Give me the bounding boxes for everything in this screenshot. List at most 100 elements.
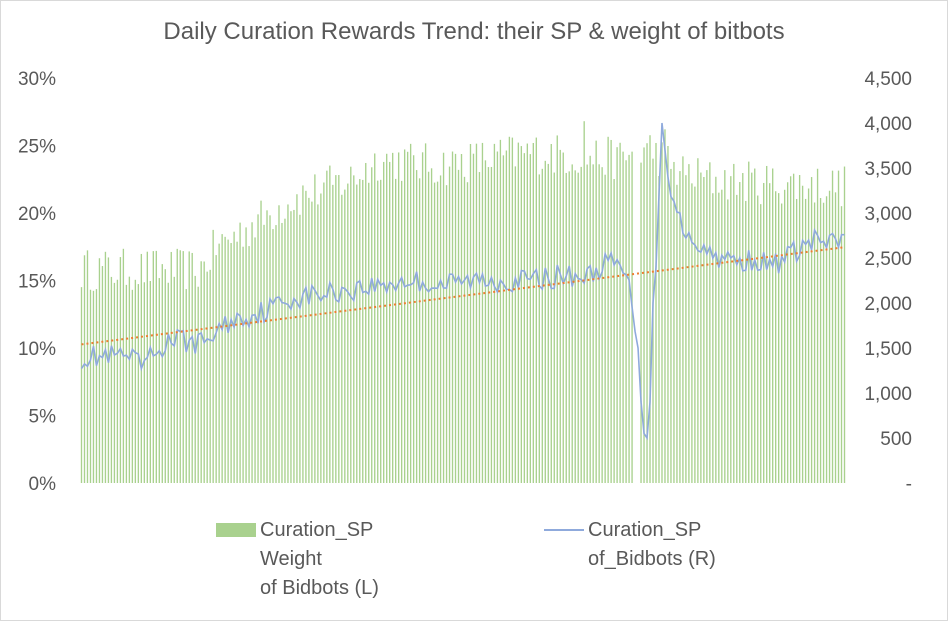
bar — [224, 236, 226, 483]
bar — [389, 161, 391, 483]
bar — [248, 246, 250, 483]
bar — [586, 164, 588, 484]
bar — [475, 143, 478, 483]
right-tick-label: 3,000 — [864, 204, 912, 225]
bar — [281, 222, 283, 483]
left-tick-label: 15% — [18, 272, 56, 293]
bar — [197, 286, 199, 483]
bar — [694, 186, 696, 483]
bar — [451, 151, 454, 483]
bar — [335, 175, 337, 483]
bar — [185, 289, 187, 483]
legend-label-line: Curation_SP of_Bidbots (R) — [588, 519, 716, 570]
bar — [170, 251, 172, 483]
bar — [760, 204, 762, 483]
bar — [415, 170, 418, 483]
bar — [505, 150, 508, 484]
bar — [152, 251, 154, 483]
bar — [478, 172, 481, 484]
bar — [538, 174, 540, 483]
bar — [427, 171, 430, 484]
bar — [795, 198, 798, 484]
bar — [583, 121, 585, 483]
bar — [383, 161, 385, 483]
bar — [164, 269, 166, 483]
bar — [236, 241, 238, 483]
bar — [571, 164, 573, 483]
bar — [206, 271, 208, 483]
bar — [466, 182, 469, 483]
bar — [287, 204, 289, 483]
bar — [843, 166, 846, 484]
bar — [418, 178, 421, 483]
bar — [430, 168, 433, 484]
bar — [403, 149, 406, 483]
bar — [598, 164, 600, 484]
bar — [203, 261, 205, 483]
left-tick-label: 10% — [18, 339, 56, 360]
bar — [718, 192, 720, 483]
bar — [257, 214, 259, 483]
bar — [550, 144, 552, 483]
bar-series — [80, 121, 846, 484]
bar — [679, 171, 681, 483]
bar — [499, 139, 502, 483]
bar — [365, 162, 367, 484]
bar — [392, 152, 394, 483]
bar — [155, 250, 157, 483]
bar — [131, 289, 134, 483]
bar — [442, 152, 445, 484]
bar — [520, 146, 523, 483]
bar — [792, 173, 795, 483]
bar — [763, 182, 765, 484]
bar — [463, 176, 466, 483]
bar — [810, 177, 813, 484]
bar — [661, 142, 663, 483]
bar — [562, 152, 564, 484]
bar — [822, 202, 825, 484]
bar — [715, 176, 717, 483]
bar — [137, 284, 140, 483]
bar — [299, 214, 301, 483]
bar — [685, 175, 687, 484]
bar — [526, 143, 529, 484]
bar — [362, 179, 364, 483]
bar — [789, 176, 792, 483]
bar — [400, 180, 403, 484]
left-tick-label: 30% — [18, 69, 56, 90]
bar — [233, 231, 235, 483]
bar — [739, 182, 741, 483]
legend-item-line: Curation_SP of_Bidbots (R) — [544, 516, 716, 574]
bar — [751, 172, 753, 483]
bar — [191, 252, 193, 483]
bar — [757, 195, 759, 483]
bar — [341, 194, 343, 483]
bar — [556, 135, 558, 483]
bar — [188, 251, 190, 483]
bar — [406, 151, 409, 484]
bar — [709, 162, 711, 483]
left-tick-label: 5% — [29, 407, 57, 428]
bar — [721, 189, 723, 483]
bar — [834, 192, 837, 483]
bar — [80, 287, 83, 483]
bar — [766, 165, 768, 483]
bar — [293, 209, 295, 483]
bar — [664, 129, 666, 484]
left-axis-ticks: 0% 5% 10% 15% 20% 25% 30% — [18, 69, 56, 495]
bar — [269, 215, 271, 483]
bar — [179, 250, 181, 483]
bar — [786, 182, 789, 483]
right-tick-label: 500 — [880, 429, 912, 450]
bar — [801, 185, 804, 484]
bar — [529, 154, 531, 484]
bar — [296, 194, 298, 484]
bar — [783, 189, 786, 484]
bar — [604, 174, 606, 483]
bar — [454, 153, 457, 483]
bar — [433, 182, 436, 483]
bar — [353, 175, 355, 483]
bar — [484, 160, 487, 483]
bar — [320, 193, 322, 483]
bar — [496, 151, 499, 483]
